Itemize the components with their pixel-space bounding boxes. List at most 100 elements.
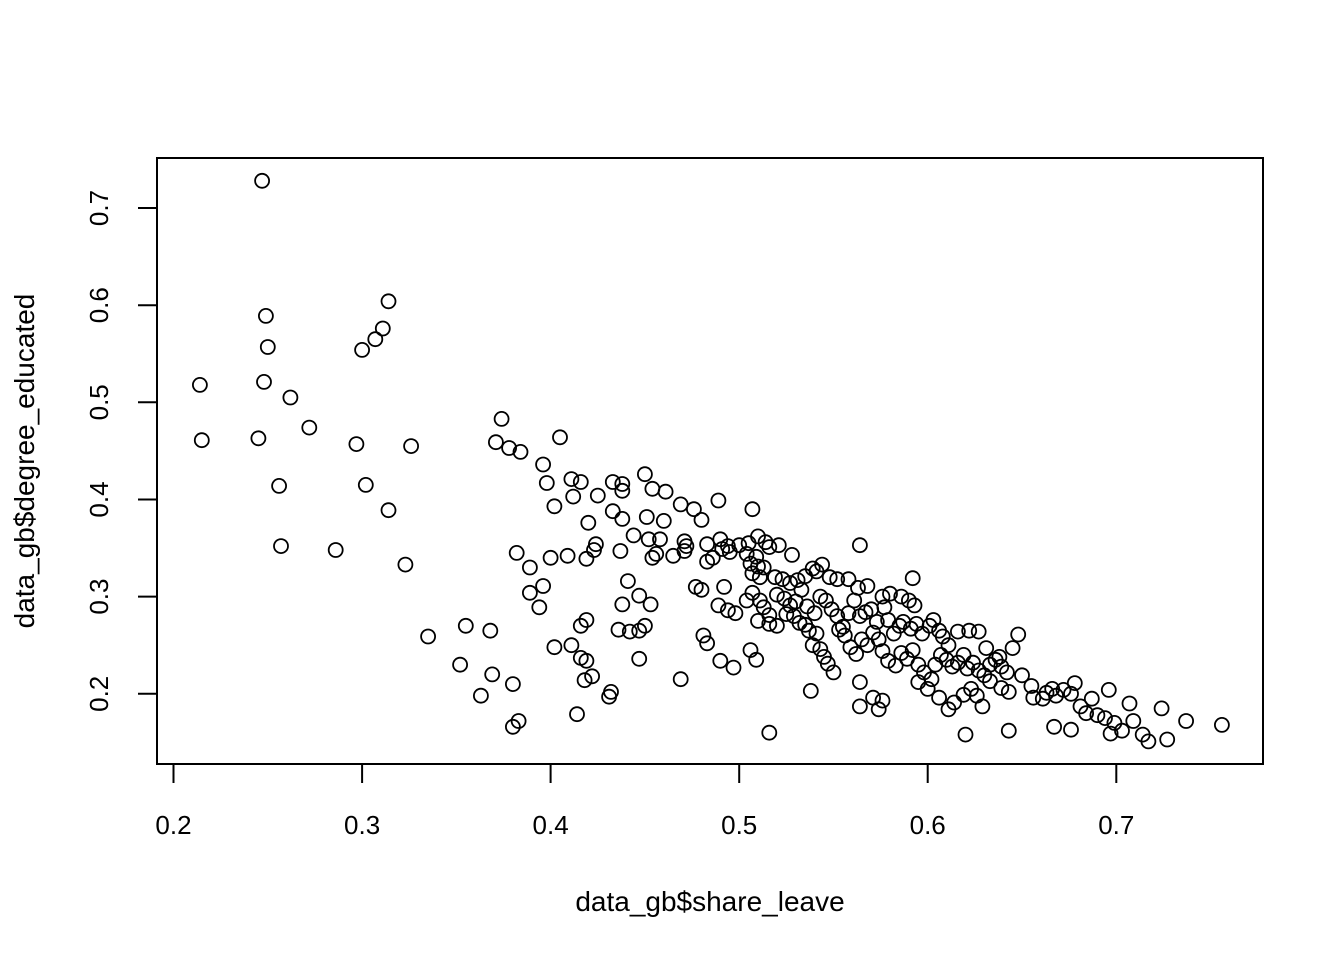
x-tick-label: 0.5 bbox=[721, 810, 757, 840]
data-point bbox=[874, 588, 891, 605]
data-point bbox=[589, 487, 606, 504]
data-point bbox=[933, 647, 949, 663]
data-point bbox=[874, 692, 891, 709]
data-point bbox=[1014, 667, 1030, 684]
data-point bbox=[657, 483, 674, 500]
data-point bbox=[806, 605, 823, 622]
data-point bbox=[505, 676, 521, 692]
data-point bbox=[761, 724, 778, 741]
data-point bbox=[452, 656, 469, 673]
data-point bbox=[846, 592, 863, 609]
data-point bbox=[505, 718, 521, 735]
data-point bbox=[603, 684, 619, 700]
data-point bbox=[1153, 700, 1170, 717]
data-point bbox=[831, 621, 847, 638]
data-point bbox=[538, 475, 555, 491]
data-point bbox=[348, 436, 365, 453]
data-point bbox=[1214, 717, 1230, 733]
data-point bbox=[625, 527, 642, 544]
data-point bbox=[522, 559, 538, 576]
data-point bbox=[256, 373, 272, 390]
data-point bbox=[578, 550, 595, 567]
data-point bbox=[901, 592, 917, 609]
data-point bbox=[546, 498, 563, 515]
data-point bbox=[1125, 713, 1142, 729]
data-point bbox=[354, 341, 371, 358]
data-point bbox=[380, 293, 397, 310]
data-point bbox=[868, 614, 885, 630]
data-point bbox=[982, 656, 998, 673]
data-point bbox=[1066, 675, 1083, 691]
data-point bbox=[1010, 626, 1027, 643]
data-point bbox=[510, 713, 527, 729]
data-point bbox=[327, 542, 344, 558]
data-point bbox=[821, 569, 838, 586]
data-point bbox=[472, 687, 489, 704]
data-point bbox=[961, 622, 978, 639]
data-point bbox=[710, 492, 727, 509]
data-point bbox=[904, 642, 921, 658]
data-point bbox=[397, 556, 414, 573]
data-point bbox=[965, 654, 981, 671]
data-point bbox=[640, 531, 657, 548]
data-point bbox=[1159, 731, 1176, 748]
data-point bbox=[835, 618, 851, 635]
data-point bbox=[614, 511, 631, 527]
data-point bbox=[282, 389, 299, 406]
data-point bbox=[970, 623, 987, 640]
data-point bbox=[257, 307, 274, 324]
data-point bbox=[655, 513, 672, 529]
data-point bbox=[572, 617, 589, 634]
data-point bbox=[565, 488, 582, 505]
data-point bbox=[604, 474, 621, 490]
data-point bbox=[1078, 705, 1094, 722]
data-point bbox=[852, 537, 868, 554]
data-point bbox=[778, 606, 795, 622]
data-point bbox=[1114, 722, 1130, 739]
data-point bbox=[367, 331, 384, 348]
data-point bbox=[725, 659, 742, 676]
data-point bbox=[814, 556, 830, 573]
data-point bbox=[699, 536, 715, 553]
data-point bbox=[301, 419, 318, 436]
data-point bbox=[978, 640, 995, 656]
data-point bbox=[946, 694, 962, 711]
data-point bbox=[542, 549, 559, 566]
data-point bbox=[652, 531, 668, 548]
data-point bbox=[999, 664, 1015, 681]
x-tick-label: 0.6 bbox=[910, 810, 946, 840]
data-point bbox=[250, 430, 267, 447]
data-point bbox=[357, 476, 374, 493]
data-point bbox=[801, 622, 817, 639]
data-point bbox=[1097, 710, 1113, 726]
data-point bbox=[793, 581, 810, 598]
data-point bbox=[637, 466, 653, 483]
data-point bbox=[959, 660, 976, 677]
data-point bbox=[848, 646, 864, 662]
data-point bbox=[648, 546, 665, 562]
data-point bbox=[818, 592, 834, 609]
data-point bbox=[1004, 640, 1021, 656]
data-point bbox=[676, 543, 693, 559]
data-point bbox=[1100, 682, 1117, 698]
data-point bbox=[1089, 707, 1106, 724]
data-point bbox=[716, 579, 732, 595]
data-point bbox=[825, 664, 842, 681]
data-point bbox=[880, 652, 896, 669]
data-point bbox=[782, 575, 798, 591]
data-point bbox=[522, 584, 538, 601]
data-point bbox=[493, 410, 510, 427]
data-point bbox=[934, 628, 951, 645]
data-point bbox=[1023, 678, 1040, 694]
data-point bbox=[882, 585, 898, 602]
data-point bbox=[744, 565, 761, 582]
data-point bbox=[1025, 689, 1042, 706]
data-point bbox=[887, 657, 904, 674]
data-points bbox=[191, 172, 1230, 750]
data-point bbox=[852, 698, 868, 715]
data-point bbox=[695, 627, 712, 644]
data-point bbox=[512, 443, 529, 460]
data-point bbox=[755, 599, 772, 616]
